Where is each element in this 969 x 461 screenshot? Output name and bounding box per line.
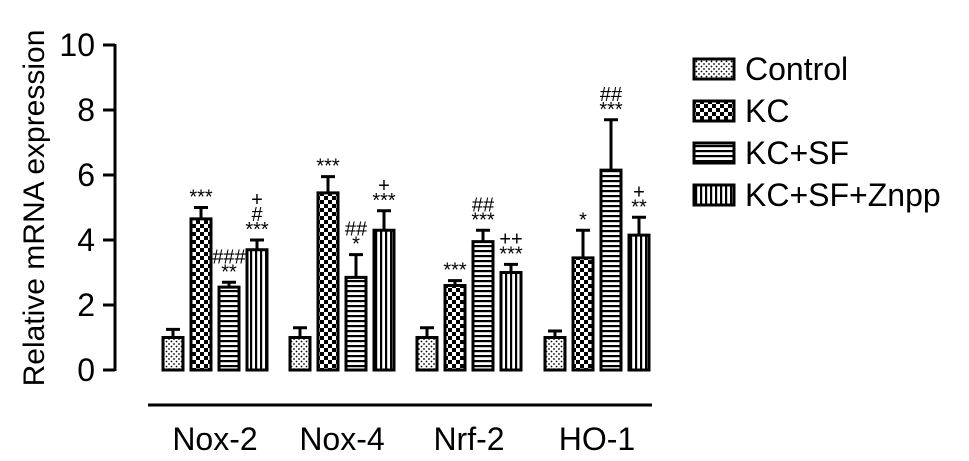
legend-swatch <box>692 57 736 81</box>
significance-label: # <box>251 204 263 226</box>
bar <box>344 275 368 372</box>
y-tick-label: 8 <box>77 92 95 128</box>
significance-label: ** <box>631 196 647 218</box>
significance-label: ## <box>600 84 623 106</box>
bar <box>627 233 651 372</box>
significance-label: *** <box>245 219 269 241</box>
significance-label: ## <box>472 194 495 216</box>
significance-label: ++ <box>499 228 522 250</box>
bar <box>471 240 495 372</box>
bar <box>245 248 269 372</box>
significance-label: ## <box>345 219 368 241</box>
bar <box>161 336 185 372</box>
x-category-label: HO-1 <box>559 421 635 457</box>
significance-label: *** <box>499 243 523 265</box>
y-tick-label: 10 <box>59 27 95 63</box>
bar <box>499 271 523 372</box>
y-tick-label: 4 <box>77 222 95 258</box>
significance-label: ** <box>221 261 237 283</box>
legend-label: KC <box>745 93 789 129</box>
bar <box>372 228 396 372</box>
y-tick-label: 0 <box>77 352 95 388</box>
significance-label: + <box>378 175 390 197</box>
significance-label: *** <box>599 99 623 121</box>
bar <box>316 191 340 372</box>
bar <box>543 336 567 372</box>
bar <box>571 256 595 372</box>
significance-label: *** <box>372 190 396 212</box>
significance-label: *** <box>316 156 340 178</box>
significance-label: ### <box>212 246 246 268</box>
legend: Control KC KC+SF KC+SF+Znpp <box>692 51 941 213</box>
legend-label: KC+SF+Znpp <box>745 177 941 213</box>
significance-label: * <box>579 209 587 231</box>
significance-label: + <box>633 181 645 203</box>
bar <box>189 217 213 372</box>
legend-swatch <box>692 141 736 165</box>
x-category-label: Nrf-2 <box>433 421 504 457</box>
y-axis-title: Relative mRNA expression <box>18 30 51 387</box>
axes: 0 2 4 6 8 10 Nox-2 Nox-4 Nrf-2 HO-1 <box>59 27 652 457</box>
bar <box>599 168 623 372</box>
legend-label: Control <box>745 51 848 87</box>
x-category-label: Nox-2 <box>172 421 257 457</box>
bars: ************###*## ***##***##***#+ ***+***… <box>161 84 651 372</box>
bar <box>415 336 439 372</box>
significance-label: + <box>251 189 263 211</box>
bar <box>217 285 241 372</box>
significance-label: *** <box>471 209 495 231</box>
bar <box>288 336 312 372</box>
y-tick-label: 2 <box>77 287 95 323</box>
significance-label: * <box>352 234 360 256</box>
legend-label: KC+SF <box>745 135 849 171</box>
legend-swatch <box>692 99 736 123</box>
y-tick-label: 6 <box>77 157 95 193</box>
significance-label: *** <box>443 260 467 282</box>
legend-swatch <box>692 183 736 207</box>
bar <box>443 284 467 372</box>
x-category-label: Nox-4 <box>299 421 384 457</box>
significance-label: *** <box>189 187 213 209</box>
